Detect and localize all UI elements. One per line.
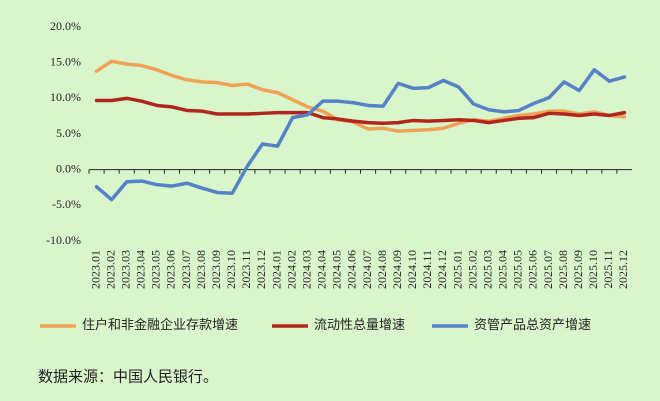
x-tick-label: 2023.08 xyxy=(194,250,208,289)
x-tick-label: 2023.03 xyxy=(118,250,132,289)
x-tick-label: 2024.08 xyxy=(375,250,389,289)
y-tick-label: -5.0% xyxy=(52,197,81,211)
x-tick-label: 2023.04 xyxy=(134,250,148,289)
x-tick-label: 2023.01 xyxy=(88,250,102,289)
legend-label: 住户和非金融企业存款增速 xyxy=(82,317,238,332)
x-tick-label: 2025.05 xyxy=(511,250,525,289)
y-tick-label: 20.0% xyxy=(50,19,81,33)
x-tick-label: 2025.03 xyxy=(480,250,494,289)
x-tick-label: 2025.08 xyxy=(556,250,570,289)
x-tick-label: 2025.09 xyxy=(571,250,585,289)
y-tick-label: 0.0% xyxy=(56,161,81,175)
x-tick-label: 2025.06 xyxy=(526,250,540,289)
x-tick-label: 2024.05 xyxy=(330,250,344,289)
x-tick-label: 2023.10 xyxy=(224,250,238,289)
legend-label: 流动性总量增速 xyxy=(314,317,405,332)
x-tick-label: 2023.02 xyxy=(103,250,117,289)
series-line xyxy=(94,96,627,126)
x-tick-label: 2023.06 xyxy=(164,250,178,289)
x-tick-label: 2023.05 xyxy=(149,250,163,289)
x-tick-label: 2024.07 xyxy=(360,250,374,289)
x-tick-label: 2025.07 xyxy=(541,250,555,289)
x-tick-label: 2025.02 xyxy=(465,250,479,289)
x-tick-label: 2023.12 xyxy=(254,250,268,289)
y-tick-label: 10.0% xyxy=(50,90,81,104)
series-line xyxy=(94,59,627,133)
x-tick-label: 2024.04 xyxy=(315,250,329,289)
x-tick-label: 2023.07 xyxy=(179,250,193,289)
x-tick-label: 2024.06 xyxy=(345,250,359,289)
legend-label: 资管产品总资产增速 xyxy=(474,317,591,332)
x-tick-label: 2024.03 xyxy=(299,250,313,289)
x-tick-label: 2025.04 xyxy=(496,250,510,289)
x-tick-label: 2024.02 xyxy=(284,250,298,289)
x-tick-label: 2025.01 xyxy=(450,250,464,289)
x-tick-label: 2023.09 xyxy=(209,250,223,289)
y-tick-label: 15.0% xyxy=(50,54,81,68)
y-tick-label: 5.0% xyxy=(56,126,81,140)
x-tick-label: 2024.12 xyxy=(435,250,449,289)
x-tick-label: 2024.01 xyxy=(269,250,283,289)
x-tick-label: 2024.09 xyxy=(390,250,404,289)
x-tick-label: 2024.10 xyxy=(405,250,419,289)
y-tick-label: -10.0% xyxy=(46,233,81,247)
x-tick-label: 2025.11 xyxy=(601,250,615,289)
source-note: 数据来源：中国人民银行。 xyxy=(38,368,218,385)
series-line xyxy=(94,68,627,202)
x-tick-label: 2025.10 xyxy=(586,250,600,289)
x-tick-label: 2024.11 xyxy=(420,250,434,289)
x-tick-label: 2025.12 xyxy=(616,250,630,289)
x-tick-label: 2023.11 xyxy=(239,250,253,289)
